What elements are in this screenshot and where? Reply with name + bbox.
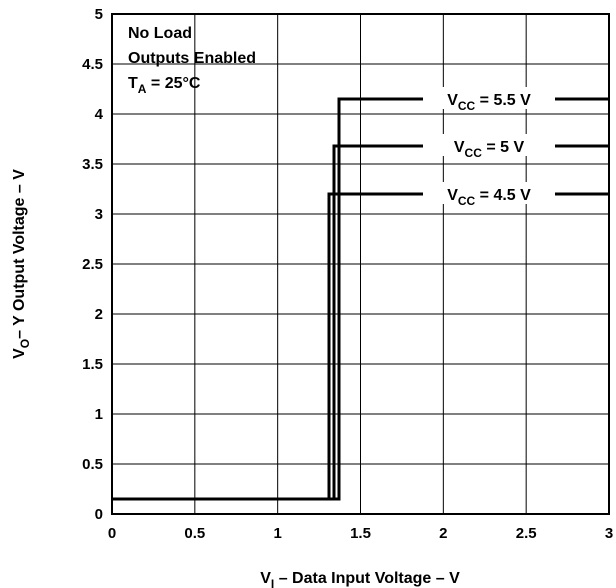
grid-layer (112, 14, 609, 514)
y-axis-description: – Y Output Voltage – V (11, 169, 28, 339)
x-axis-label: VI – Data Input Voltage – V (260, 570, 460, 588)
series-label-subscript: CC (458, 99, 476, 113)
y-tick-label: 4.5 (82, 56, 103, 73)
y-tick-label: 0.5 (82, 456, 103, 473)
y-tick-label: 5 (95, 6, 103, 23)
x-tick-label: 2 (439, 525, 447, 542)
y-tick-label: 2.5 (82, 256, 103, 273)
y-tick-label: 2 (95, 306, 103, 323)
y-tick-label: 0 (95, 506, 103, 523)
x-tick-label: 1.5 (350, 525, 371, 542)
series-label-value: = 5 V (482, 139, 525, 156)
x-axis-subscript: I (271, 577, 274, 588)
series-label-vcc-2: VCC = 5 V (454, 139, 525, 160)
plot-frame (111, 13, 610, 515)
x-tick-label: 2.5 (516, 525, 537, 542)
x-tick-label: 1 (273, 525, 281, 542)
x-tick-label: 3 (605, 525, 613, 542)
series-label-symbol: V (447, 92, 458, 109)
series-label-vcc-1: VCC = 5.5 V (447, 92, 531, 113)
temp-value: = 25°C (146, 75, 200, 92)
series-label-symbol: V (447, 187, 458, 204)
x-tick-label: 0 (108, 525, 116, 542)
y-tick-label: 3.5 (82, 156, 103, 173)
series-label-value: = 5.5 V (475, 92, 531, 109)
y-tick-label: 1 (95, 406, 103, 423)
tick-label-layer: 0 0.5 1 1.5 2 2.5 3 0 0.5 1 1.5 2 2.5 3 3.5 4 4.5 5 (82, 6, 613, 542)
series-label-background (423, 182, 555, 204)
y-axis-symbol: V (11, 348, 28, 359)
condition-no-load: No Load (128, 25, 192, 42)
condition-ambient-temperature: TA = 25°C (128, 75, 201, 96)
y-axis-label: VO– Y Output Voltage – V (11, 169, 32, 359)
temp-symbol: T (128, 75, 138, 92)
temp-subscript: A (138, 82, 147, 96)
y-tick-label: 3 (95, 206, 103, 223)
x-axis-description: – Data Input Voltage – V (274, 570, 460, 587)
series-label-subscript: CC (465, 146, 483, 160)
series-label-vcc-3: VCC = 4.5 V (447, 187, 531, 208)
series-label-background (423, 134, 555, 156)
condition-outputs-enabled: Outputs Enabled (128, 50, 256, 67)
series-label-subscript: CC (458, 194, 476, 208)
series-label-symbol: V (454, 139, 465, 156)
y-tick-label: 1.5 (82, 356, 103, 373)
series-label-background (423, 87, 555, 109)
series-label-value: = 4.5 V (475, 187, 531, 204)
x-tick-label: 0.5 (184, 525, 205, 542)
y-axis-subscript: O (18, 339, 32, 348)
x-axis-symbol: V (260, 570, 271, 587)
y-tick-label: 4 (95, 106, 104, 123)
